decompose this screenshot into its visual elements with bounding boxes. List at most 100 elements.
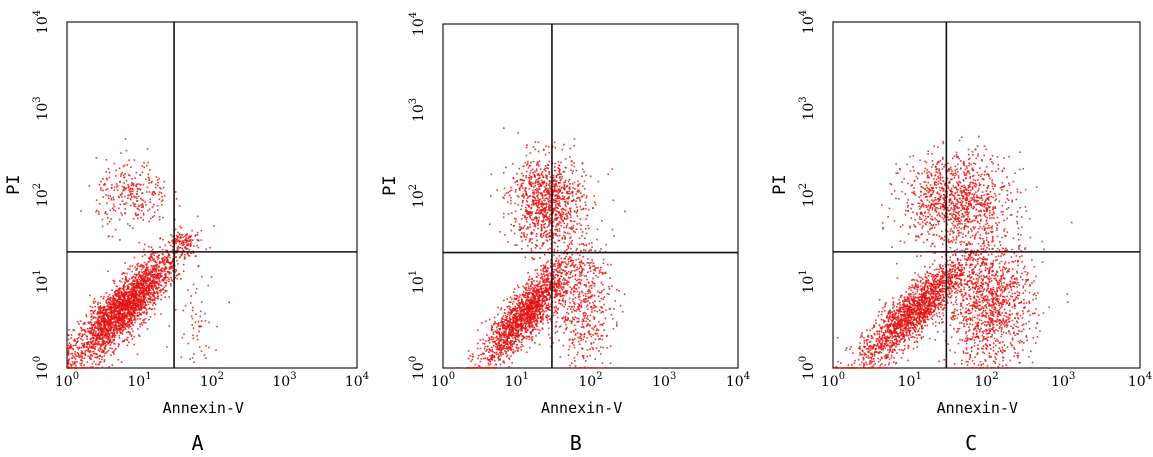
event-dot xyxy=(115,302,117,305)
event-dot xyxy=(514,339,517,342)
event-dot xyxy=(495,343,498,346)
event-dot xyxy=(183,243,185,246)
event-dot xyxy=(119,300,121,303)
event-dot xyxy=(101,306,104,309)
event-dot xyxy=(515,322,518,324)
event-dot xyxy=(144,254,146,256)
event-dot xyxy=(135,304,138,307)
event-dot xyxy=(101,341,104,344)
event-dot xyxy=(489,355,491,357)
event-dot xyxy=(541,290,543,293)
event-dot xyxy=(558,280,561,283)
event-dot xyxy=(156,276,159,278)
event-dot xyxy=(166,256,169,259)
event-dot xyxy=(505,166,507,169)
event-dot xyxy=(140,309,142,311)
event-dot xyxy=(105,340,107,343)
event-dot xyxy=(548,289,550,292)
event-dot xyxy=(513,297,516,300)
event-dot xyxy=(81,360,83,362)
event-dot xyxy=(107,305,109,308)
event-dot xyxy=(510,355,512,357)
event-dot xyxy=(106,313,108,316)
event-dot xyxy=(138,265,141,268)
event-dot xyxy=(129,288,131,291)
event-dot xyxy=(167,261,170,264)
event-dot xyxy=(155,265,157,268)
event-dot xyxy=(133,309,136,312)
event-dot xyxy=(111,341,114,343)
event-dot xyxy=(113,320,115,323)
event-dot xyxy=(172,252,174,254)
event-dot xyxy=(557,267,559,269)
event-dot xyxy=(114,320,116,322)
event-dot xyxy=(210,276,213,278)
event-dot xyxy=(141,324,144,326)
event-dot xyxy=(559,278,561,280)
event-dot xyxy=(536,311,538,313)
event-dot xyxy=(152,284,154,287)
event-dot xyxy=(85,345,88,347)
event-dot xyxy=(67,338,70,341)
event-dot xyxy=(113,186,116,189)
event-dot xyxy=(542,305,544,307)
event-dot xyxy=(133,335,136,338)
event-dot xyxy=(128,291,131,293)
event-dot xyxy=(99,305,102,307)
event-dot xyxy=(127,174,130,176)
event-dot xyxy=(508,358,511,360)
event-dot xyxy=(181,336,184,339)
event-dot xyxy=(143,270,145,273)
event-dot xyxy=(108,334,111,337)
event-dot xyxy=(104,321,106,323)
event-dot xyxy=(71,357,73,359)
event-dot xyxy=(156,272,159,275)
event-dot xyxy=(105,159,108,161)
event-dot xyxy=(115,294,117,296)
event-dot xyxy=(113,282,116,284)
event-dot xyxy=(161,279,163,282)
event-dot xyxy=(537,197,539,199)
event-dot xyxy=(150,308,152,311)
event-dot xyxy=(531,168,534,171)
event-dot xyxy=(187,240,190,242)
event-dot xyxy=(91,345,93,347)
event-dot xyxy=(140,184,142,186)
event-dot xyxy=(134,321,136,324)
event-dot xyxy=(121,316,123,318)
event-dot xyxy=(564,266,566,268)
event-dot xyxy=(128,311,130,314)
event-dot xyxy=(488,351,490,353)
event-dot xyxy=(501,338,503,340)
event-dot xyxy=(160,285,163,287)
event-dot xyxy=(175,268,177,271)
event-dot xyxy=(546,290,548,293)
event-dot xyxy=(511,298,513,300)
event-dot xyxy=(565,255,567,258)
event-dot xyxy=(522,227,525,229)
event-dot xyxy=(528,304,530,306)
event-dot xyxy=(530,336,533,339)
event-dot xyxy=(81,333,84,335)
event-dot xyxy=(130,288,132,291)
event-dot xyxy=(152,287,154,289)
event-dot xyxy=(111,331,113,334)
event-dot xyxy=(127,197,129,199)
event-dot xyxy=(67,365,70,368)
event-dot xyxy=(519,303,521,306)
event-dot xyxy=(518,302,520,304)
event-dot xyxy=(112,310,115,312)
event-dot xyxy=(555,234,557,236)
event-dot xyxy=(110,319,112,321)
event-dot xyxy=(157,295,159,298)
event-dot xyxy=(121,299,124,301)
event-dot xyxy=(507,326,510,328)
event-dot xyxy=(529,299,531,302)
event-dot xyxy=(121,192,123,195)
event-dot xyxy=(127,320,129,323)
event-dot xyxy=(107,168,110,170)
event-dot xyxy=(157,291,159,294)
event-dot xyxy=(88,185,91,187)
event-dot xyxy=(119,239,121,241)
event-dot xyxy=(560,272,563,275)
